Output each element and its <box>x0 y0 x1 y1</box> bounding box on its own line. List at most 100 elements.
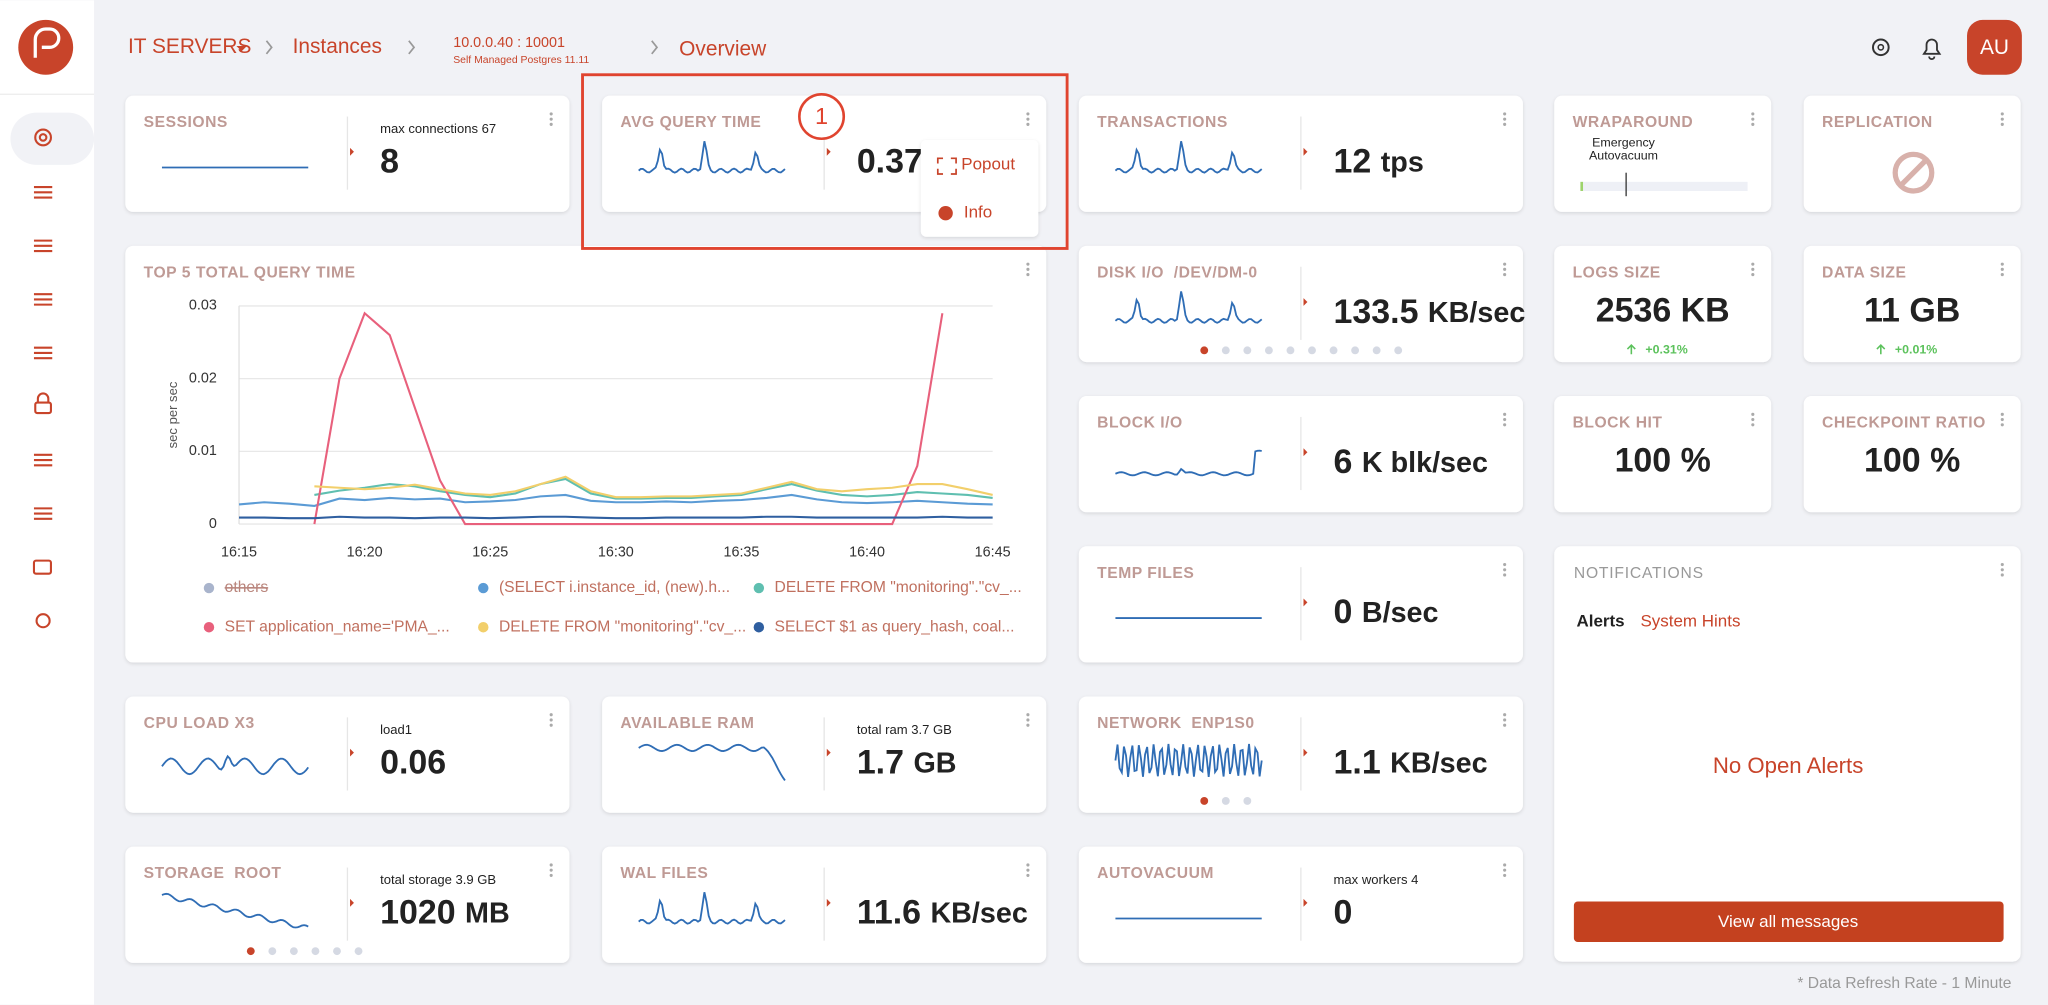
legend-label[interactable]: SELECT $1 as query_hash, coal... <box>775 618 1015 635</box>
legend-label[interactable]: SET application_name='PMA_... <box>225 618 450 635</box>
pager-dot[interactable] <box>1243 346 1252 355</box>
pager-dot[interactable] <box>246 947 255 956</box>
kebab-dot[interactable] <box>549 713 553 717</box>
kebab-dot[interactable] <box>1503 713 1507 717</box>
kebab-dot[interactable] <box>2000 573 2004 577</box>
kebab-dot[interactable] <box>1026 718 1030 722</box>
kebab-dot[interactable] <box>1503 262 1507 266</box>
kebab-dot[interactable] <box>1026 273 1030 277</box>
legend-swatch[interactable] <box>478 582 489 594</box>
kebab-dot[interactable] <box>1026 262 1030 266</box>
nav-icon[interactable] <box>33 453 53 467</box>
kebab-dot[interactable] <box>2000 117 2004 121</box>
nav-icon[interactable] <box>33 346 53 360</box>
kebab-dot[interactable] <box>2000 112 2004 116</box>
kebab-dot[interactable] <box>1503 573 1507 577</box>
legend-swatch[interactable] <box>753 582 765 594</box>
pager-dot[interactable] <box>1351 346 1360 355</box>
kebab-dot[interactable] <box>1026 122 1030 126</box>
legend-label[interactable]: DELETE FROM "monitoring"."cv_... <box>775 579 1022 596</box>
breadcrumb-root[interactable]: IT SERVERS <box>128 35 251 58</box>
legend-swatch[interactable] <box>478 622 489 633</box>
kebab-dot[interactable] <box>1503 117 1507 121</box>
nav-icon[interactable] <box>33 507 53 520</box>
legend-swatch[interactable] <box>753 622 765 633</box>
popup-item[interactable]: Info <box>964 203 992 222</box>
kebab-dot[interactable] <box>1026 723 1030 727</box>
kebab-dot[interactable] <box>1751 273 1755 277</box>
breadcrumb-link[interactable]: Instances <box>293 35 382 58</box>
kebab-dot[interactable] <box>549 122 553 126</box>
kebab-dot[interactable] <box>2000 412 2004 416</box>
kebab-dot[interactable] <box>2000 417 2004 422</box>
pager-dot[interactable] <box>1329 346 1338 355</box>
kebab-dot[interactable] <box>1503 863 1507 867</box>
kebab-dot[interactable] <box>2000 267 2004 271</box>
settings-icon[interactable] <box>1871 38 1890 57</box>
legend-label[interactable]: (SELECT i.instance_id, (new).h... <box>499 579 730 596</box>
kebab-dot[interactable] <box>1751 412 1755 416</box>
kebab-dot[interactable] <box>1026 868 1030 872</box>
pager-dot[interactable] <box>1200 346 1209 355</box>
legend-label[interactable]: DELETE FROM "monitoring"."cv_... <box>499 618 746 635</box>
kebab-dot[interactable] <box>1503 873 1507 877</box>
kebab-dot[interactable] <box>1503 412 1507 416</box>
pager-dot[interactable] <box>1221 797 1230 805</box>
legend-swatch[interactable] <box>203 582 215 594</box>
pager-dot[interactable] <box>1308 346 1316 355</box>
kebab-dot[interactable] <box>1751 267 1755 271</box>
kebab-dot[interactable] <box>549 863 553 867</box>
kebab-dot[interactable] <box>1503 122 1507 126</box>
kebab-dot[interactable] <box>2000 122 2004 126</box>
kebab-dot[interactable] <box>1503 723 1507 727</box>
pager-dot[interactable] <box>289 947 298 956</box>
kebab-dot[interactable] <box>1503 417 1507 422</box>
pager-dot[interactable] <box>1286 346 1295 355</box>
pager-dot[interactable] <box>1372 346 1381 355</box>
nav-icon[interactable] <box>33 186 53 199</box>
legend-swatch[interactable] <box>203 622 215 633</box>
pager-dot[interactable] <box>1394 346 1403 355</box>
kebab-dot[interactable] <box>1503 423 1507 427</box>
kebab-dot[interactable] <box>2000 562 2004 567</box>
kebab-dot[interactable] <box>1503 562 1507 567</box>
kebab-dot[interactable] <box>2000 423 2004 427</box>
kebab-dot[interactable] <box>1026 713 1030 717</box>
kebab-dot[interactable] <box>1026 117 1030 121</box>
pager-dot[interactable] <box>268 947 277 956</box>
bell-icon[interactable] <box>1922 38 1942 60</box>
pager-dot[interactable] <box>354 947 363 956</box>
pager-dot[interactable] <box>1200 797 1209 805</box>
kebab-dot[interactable] <box>1751 122 1755 126</box>
kebab-dot[interactable] <box>549 868 553 872</box>
kebab-dot[interactable] <box>1503 112 1507 116</box>
kebab-dot[interactable] <box>1751 417 1755 422</box>
nav-icon[interactable] <box>34 401 52 415</box>
pager-dot[interactable] <box>1264 346 1273 355</box>
kebab-dot[interactable] <box>1503 868 1507 872</box>
popup-item[interactable]: Popout <box>961 154 1015 173</box>
kebab-dot[interactable] <box>1751 112 1755 116</box>
kebab-dot[interactable] <box>549 723 553 727</box>
kebab-dot[interactable] <box>549 873 553 877</box>
breadcrumb-server[interactable]: 10.0.0.40 : 10001 <box>453 35 565 51</box>
kebab-dot[interactable] <box>1751 423 1755 427</box>
kebab-dot[interactable] <box>1026 873 1030 877</box>
pager-dot[interactable] <box>1243 797 1252 805</box>
tab[interactable]: System Hints <box>1640 611 1740 630</box>
legend-label[interactable]: others <box>225 579 269 596</box>
kebab-dot[interactable] <box>549 112 553 116</box>
kebab-dot[interactable] <box>1503 718 1507 722</box>
kebab-dot[interactable] <box>549 117 553 121</box>
kebab-dot[interactable] <box>1503 568 1507 572</box>
nav-icon[interactable] <box>34 128 52 147</box>
view-all-button[interactable] <box>1573 901 2004 943</box>
nav-icon[interactable] <box>33 239 53 253</box>
kebab-dot[interactable] <box>1026 863 1030 867</box>
nav-icon[interactable] <box>33 293 53 306</box>
kebab-dot[interactable] <box>2000 262 2004 266</box>
kebab-dot[interactable] <box>1751 262 1755 266</box>
avatar[interactable] <box>1967 19 2022 75</box>
kebab-dot[interactable] <box>549 718 553 722</box>
kebab-dot[interactable] <box>1503 273 1507 277</box>
